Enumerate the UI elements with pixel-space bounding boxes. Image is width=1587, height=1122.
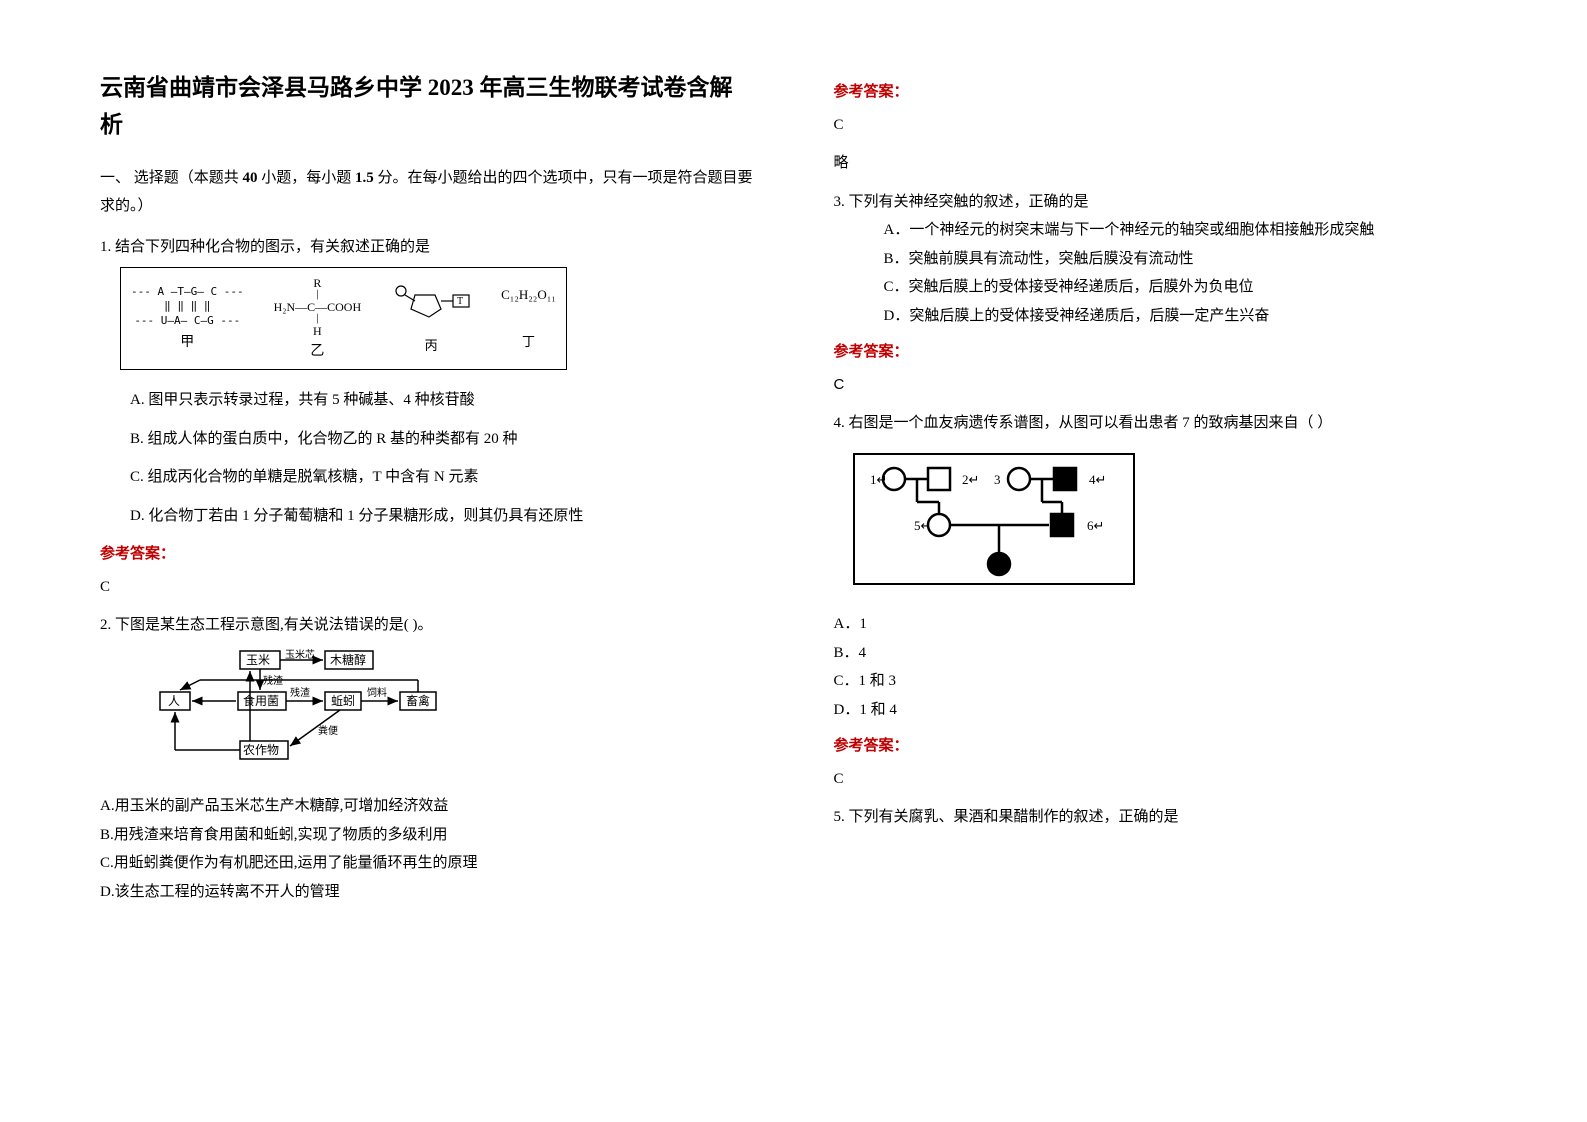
q1-fig-cell-3: T 丙 — [391, 279, 471, 358]
q3-option-b: B．突触前膜具有流动性，突触后膜没有流动性 — [884, 245, 1488, 274]
ped-label-1: 1↵ — [870, 472, 887, 487]
node-livestock: 畜禽 — [406, 693, 430, 708]
q4-answer-label: 参考答案： — [834, 732, 1488, 761]
q3-option-c: C．突触后膜上的受体接受神经递质后，后膜外为负电位 — [884, 273, 1488, 302]
q1-fig1-mid: ‖ ‖ ‖ ‖ — [131, 299, 244, 313]
q2-option-b: B.用残渣来培育食用菌和蚯蚓,实现了物质的多级利用 — [100, 821, 754, 850]
q2-answer: C — [834, 111, 1488, 140]
ped-label-4: 4↵ — [1089, 472, 1106, 487]
q1-fig-cell-2: R │ H₂N—C—COOH │ H 乙 — [274, 276, 362, 361]
q1-fig2-h: H — [274, 324, 362, 338]
q4-option-a: A．1 — [834, 610, 1488, 639]
label-feed: 饲料 — [367, 686, 387, 699]
q1-stem: 1. 结合下列四种化合物的图示，有关叙述正确的是 — [100, 233, 754, 262]
q1-answer: C — [100, 573, 754, 602]
q1-fig3-t-label: T — [457, 296, 463, 307]
question-4: 4. 右图是一个血友病遗传系谱图，从图可以看出患者 7 的致病基因来自（ ） 1… — [834, 409, 1488, 793]
q1-option-b: B. 组成人体的蛋白质中，化合物乙的 R 基的种类都有 20 种 — [130, 425, 754, 454]
node-crop: 农作物 — [243, 743, 279, 757]
q4-answer: C — [834, 765, 1488, 794]
question-1: 1. 结合下列四种化合物的图示，有关叙述正确的是 --- A —T—G— C -… — [100, 233, 754, 602]
q1-fig3-label: 丙 — [391, 334, 471, 359]
label-residue2: 残渣 — [290, 686, 310, 699]
q1-fig2-r: R — [274, 276, 362, 290]
q4-option-c: C．1 和 3 — [834, 667, 1488, 696]
ped-label-6: 6↵ — [1087, 518, 1104, 533]
q3-answer: C — [834, 371, 1488, 400]
q1-fig1-top: --- A —T—G— C --- — [131, 285, 244, 299]
q1-fig-cell-1: --- A —T—G— C --- ‖ ‖ ‖ ‖ --- U—A— C—G -… — [131, 285, 244, 352]
q1-fig-cell-4: C₁₂H₂₂O₁₁ 丁 — [501, 283, 556, 354]
q4-pedigree-diagram: 1↵ 2↵ 3 4↵ 5↵ 6↵ — [844, 444, 1144, 594]
q2-stem: 2. 下图是某生态工程示意图,有关说法错误的是( )。 — [100, 611, 754, 640]
q1-fig2-bond2: │ — [274, 314, 362, 324]
q4-stem: 4. 右图是一个血友病遗传系谱图，从图可以看出患者 7 的致病基因来自（ ） — [834, 409, 1488, 438]
q1-option-c: C. 组成丙化合物的单糖是脱氧核糖，T 中含有 N 元素 — [130, 463, 754, 492]
right-column: 参考答案： C 略 3. 下列有关神经突触的叙述，正确的是 A．一个神经元的树突… — [794, 0, 1587, 1122]
q1-fig4-formula: C₁₂H₂₂O₁₁ — [501, 283, 556, 308]
label-cob: 玉米芯 — [285, 648, 315, 661]
node-human: 人 — [168, 694, 180, 708]
q2-answer-extra: 略 — [834, 149, 1488, 178]
q1-figure: --- A —T—G— C --- ‖ ‖ ‖ ‖ --- U—A— C—G -… — [120, 267, 567, 370]
q2-option-a: A.用玉米的副产品玉米芯生产木糖醇,可增加经济效益 — [100, 792, 754, 821]
nucleotide-icon: T — [391, 279, 471, 319]
q1-option-d: D. 化合物丁若由 1 分子葡萄糖和 1 分子果糖形成，则其仍具有还原性 — [130, 502, 754, 531]
question-5: 5. 下列有关腐乳、果酒和果醋制作的叙述，正确的是 — [834, 803, 1488, 832]
label-manure: 粪便 — [318, 724, 338, 737]
node-earthworm: 蚯蚓 — [331, 693, 355, 708]
ped-label-5: 5↵ — [914, 518, 931, 533]
count-40: 40 — [243, 170, 258, 186]
ped-label-2: 2↵ — [962, 472, 979, 487]
q1-options: A. 图甲只表示转录过程，共有 5 种碱基、4 种核苷酸 B. 组成人体的蛋白质… — [100, 386, 754, 530]
q4-options: A．1 B．4 C．1 和 3 D．1 和 4 — [834, 610, 1488, 724]
q2-ecology-diagram: 玉米 玉米芯 木糖醇 残渣 人 食用菌 残渣 蚯蚓 饲料 畜禽 农作物 — [150, 646, 450, 776]
q1-answer-label: 参考答案： — [100, 540, 754, 569]
node-xylitol: 木糖醇 — [330, 652, 366, 667]
section-1-heading: 一、 选择题（本题共 40 小题，每小题 1.5 分。在每小题给出的四个选项中，… — [100, 164, 754, 221]
q4-option-b: B．4 — [834, 639, 1488, 668]
left-column: 云南省曲靖市会泽县马路乡中学 2023 年高三生物联考试卷含解析 一、 选择题（… — [0, 0, 794, 1122]
q1-fig1-bot: --- U—A— C—G --- — [131, 314, 244, 328]
q1-figure-row: --- A —T—G— C --- ‖ ‖ ‖ ‖ --- U—A— C—G -… — [131, 276, 556, 361]
q4-option-d: D．1 和 4 — [834, 696, 1488, 725]
q1-fig2-bond1: │ — [274, 290, 362, 300]
q1-option-a: A. 图甲只表示转录过程，共有 5 种碱基、4 种核苷酸 — [130, 386, 754, 415]
q2-answer-label: 参考答案： — [834, 78, 1488, 107]
q2-option-d: D.该生态工程的运转离不开人的管理 — [100, 878, 754, 907]
question-2: 2. 下图是某生态工程示意图,有关说法错误的是( )。 玉米 玉米芯 木糖醇 残… — [100, 611, 754, 906]
page-title: 云南省曲靖市会泽县马路乡中学 2023 年高三生物联考试卷含解析 — [100, 70, 754, 144]
q1-fig2-main: H₂N—C—COOH — [274, 300, 362, 314]
q3-option-a: A．一个神经元的树突末端与下一个神经元的轴突或细胞体相接触形成突触 — [884, 216, 1488, 245]
q2-option-c: C.用蚯蚓粪便作为有机肥还田,运用了能量循环再生的原理 — [100, 849, 754, 878]
q3-options: A．一个神经元的树突末端与下一个神经元的轴突或细胞体相接触形成突触 B．突触前膜… — [834, 216, 1488, 330]
q3-stem: 3. 下列有关神经突触的叙述，正确的是 — [834, 188, 1488, 217]
score-1-5: 1.5 — [355, 170, 374, 186]
q5-stem: 5. 下列有关腐乳、果酒和果醋制作的叙述，正确的是 — [834, 803, 1488, 832]
question-3: 3. 下列有关神经突触的叙述，正确的是 A．一个神经元的树突末端与下一个神经元的… — [834, 188, 1488, 400]
q1-fig2-label: 乙 — [274, 344, 362, 361]
q1-fig4-label: 丁 — [501, 330, 556, 355]
q2-options: A.用玉米的副产品玉米芯生产木糖醇,可增加经济效益 B.用残渣来培育食用菌和蚯蚓… — [100, 792, 754, 906]
q1-fig1-label: 甲 — [131, 334, 244, 352]
q3-answer-label: 参考答案： — [834, 338, 1488, 367]
node-fungus: 食用菌 — [243, 693, 279, 708]
node-corn: 玉米 — [246, 653, 270, 667]
ped-label-3: 3 — [994, 472, 1001, 487]
q3-option-d: D．突触后膜上的受体接受神经递质后，后膜一定产生兴奋 — [884, 302, 1488, 331]
